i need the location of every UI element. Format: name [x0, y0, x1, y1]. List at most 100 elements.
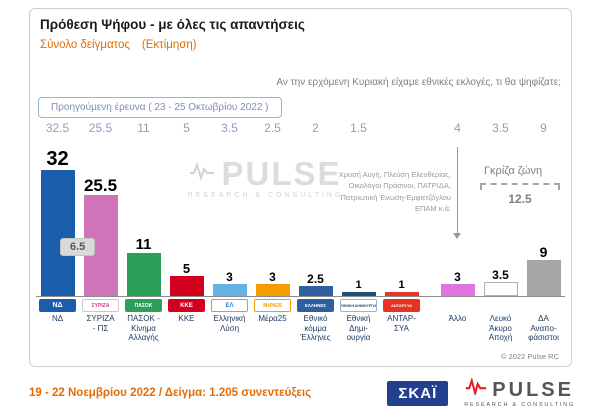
bar-area: 1 [380, 139, 423, 296]
party-column: 2.5 3 ΜέΡΑ25 Μέρα25 [251, 121, 294, 353]
previous-value: 2.5 [264, 121, 281, 135]
party-logo: ΕΛ [211, 299, 248, 312]
pulse-watermark: PULSE RESEARCH & CONSULTING [158, 157, 373, 199]
bar-value: 1 [398, 279, 405, 291]
previous-value: 25.5 [88, 121, 113, 135]
fieldwork-info: 19 - 22 Νοεμβρίου 2022 / Δείγμα: 1.205 σ… [29, 387, 312, 399]
bar [298, 286, 333, 296]
party-label: ΠΑΣΟΚ - Κίνημα Αλλαγής [127, 314, 160, 343]
watermark-row: PULSE [158, 157, 373, 190]
party-column: 25.5 25.5 ΣΥΡΙΖΑ ΣΥΡΙΖΑ - ΠΣ [79, 121, 122, 353]
party-logo: ΚΚΕ [168, 299, 205, 312]
bar-value: 5 [182, 261, 191, 276]
page-footer: 19 - 22 Νοεμβρίου 2022 / Δείγμα: 1.205 σ… [29, 377, 575, 408]
bar-area: 9 [522, 139, 565, 296]
bar [483, 282, 518, 296]
pulse-waveform-icon [189, 161, 215, 186]
chart-columns: 32.5 32 ΝΔ ΝΔ 25.5 25.5 ΣΥΡΙΖΑ ΣΥΡΙΖΑ - ΠΣ 11 11 Π… [36, 121, 565, 353]
party-logo: ΜέΡΑ25 [254, 299, 291, 312]
party-footer: ΝΔ ΝΔ [36, 296, 79, 351]
footer-logos: ΣΚΑΪ PULSE RESEARCH & CONSULTING [387, 377, 575, 408]
previous-survey-label: Προηγούμενη έρευνα ( 23 - 25 Οκτωβρίου 2… [51, 102, 269, 113]
bar-area: 2.5 [294, 139, 337, 296]
party-logo: ΕΛΛΗΝΕΣ [297, 299, 334, 312]
pulse-logo: PULSE RESEARCH & CONSULTING [464, 377, 575, 408]
party-column: 3.5 3 ΕΛ Ελληνική Λύση [208, 121, 251, 353]
poll-card: Πρόθεση Ψήφου - με όλες τις απαντήσεις Σ… [29, 8, 572, 367]
chart-baseline [36, 296, 565, 297]
bar [341, 292, 376, 296]
bar-area: 5 [165, 139, 208, 296]
bar-area: 11 [122, 139, 165, 296]
bar [384, 292, 419, 296]
bar-area: 3 [208, 139, 251, 296]
previous-value: 5 [183, 121, 190, 135]
party-column: 2 2.5 ΕΛΛΗΝΕΣ Εθνικό κόμμα Έλληνες [294, 121, 337, 353]
pulse-logo-text: PULSE [492, 379, 574, 401]
bar [126, 253, 161, 296]
party-column: 4 3 Άλλο [436, 121, 479, 353]
party-column: 1.5 1 ΕΘΝΙΚΗ ΔΗΜΙΟΥΡΓΙΑ Εθνική Δημι- ουργία [337, 121, 380, 353]
bar-value: 11 [135, 236, 152, 253]
party-logo: ΣΥΡΙΖΑ [82, 299, 119, 312]
party-column: 5 5 ΚΚΕ ΚΚΕ [165, 121, 208, 353]
down-arrow-icon [453, 233, 461, 239]
previous-value: 1.5 [350, 121, 367, 135]
party-label: ΝΔ [51, 314, 64, 323]
bar [255, 284, 290, 296]
party-logo: ΑΝΤΑΡΣΥΑ [383, 299, 420, 312]
bar-area: 25.5 [79, 139, 122, 296]
survey-question: Αν την ερχόμενη Κυριακή είχαμε εθνικές ε… [276, 77, 561, 88]
previous-value: 3.5 [492, 121, 509, 135]
party-footer: ΠΑΣΟΚ ΠΑΣΟΚ - Κίνημα Αλλαγής [122, 296, 165, 351]
party-footer: Άλλο [436, 296, 479, 351]
previous-value: 32.5 [45, 121, 70, 135]
pulse-logo-row: PULSE [465, 377, 574, 401]
party-logo: ΕΘΝΙΚΗ ΔΗΜΙΟΥΡΓΙΑ [340, 299, 377, 312]
watermark-text: PULSE [221, 155, 342, 192]
bar-area: 32 [36, 139, 79, 296]
party-footer: ΕΛΛΗΝΕΣ Εθνικό κόμμα Έλληνες [294, 296, 337, 351]
party-column: 11 11 ΠΑΣΟΚ ΠΑΣΟΚ - Κίνημα Αλλαγής [122, 121, 165, 353]
party-column: 32.5 32 ΝΔ ΝΔ [36, 121, 79, 353]
gray-zone-value: 12.5 [508, 192, 532, 206]
party-label: Εθνική Δημι- ουργία [346, 314, 371, 343]
party-footer: ΚΚΕ ΚΚΕ [165, 296, 208, 351]
party-label: Εθνικό κόμμα Έλληνες [300, 314, 331, 343]
pulse-logo-subtext: RESEARCH & CONSULTING [464, 402, 575, 408]
poll-subtitle: Σύνολο δείγματος (Εκτίμηση) [40, 39, 197, 51]
party-column: 3.5 3.5 Λευκό Άκυρο Αποχή [479, 121, 522, 353]
party-label: ΔΑ Αναπο- φάσιστοι [528, 314, 559, 343]
party-footer: ΔΑ Αναπο- φάσιστοι [522, 296, 565, 351]
estimate-label: (Εκτίμηση) [141, 39, 197, 51]
poll-title: Πρόθεση Ψήφου - με όλες τις απαντήσεις [40, 17, 305, 32]
previous-value: 11 [137, 121, 150, 135]
bar-value: 2.5 [307, 272, 324, 286]
skai-logo: ΣΚΑΪ [387, 380, 449, 406]
party-footer: ΜέΡΑ25 Μέρα25 [251, 296, 294, 351]
gray-zone-label: Γκρίζα ζώνη [484, 165, 543, 177]
note-arrow-line [457, 147, 458, 233]
bar [169, 276, 204, 296]
bar-value: 9 [539, 244, 548, 260]
bar-area: 3 [436, 139, 479, 296]
party-label: Λευκό Άκυρο Αποχή [488, 314, 513, 343]
bar-value: 25.5 [83, 176, 118, 195]
party-column: 9 9 ΔΑ Αναπο- φάσιστοι [522, 121, 565, 353]
party-logo: ΠΑΣΟΚ [125, 299, 162, 312]
watermark-subtext: RESEARCH & CONSULTING [187, 192, 344, 199]
previous-value: 9 [540, 121, 547, 135]
party-footer: ΑΝΤΑΡΣΥΑ ΑΝΤΑΡ- ΣΥΑ [380, 296, 423, 351]
party-label: ΚΚΕ [178, 314, 195, 323]
party-label: Άλλο [448, 314, 467, 323]
bar-value: 3 [269, 270, 276, 284]
bar [526, 260, 561, 296]
bar-value: 3 [226, 270, 233, 284]
copyright-note: © 2022 Pulse RC [500, 352, 559, 361]
party-label: ΣΥΡΙΖΑ - ΠΣ [86, 314, 115, 333]
bar [212, 284, 247, 296]
party-label: Μέρα25 [258, 314, 287, 323]
party-label: ΑΝΤΑΡ- ΣΥΑ [387, 314, 416, 333]
small-parties-note: Χρυσή Αυγή, Πλεύση Ελευθερίας, Οικολόγοι… [338, 170, 451, 213]
bar-area: 3.5 [479, 139, 522, 296]
